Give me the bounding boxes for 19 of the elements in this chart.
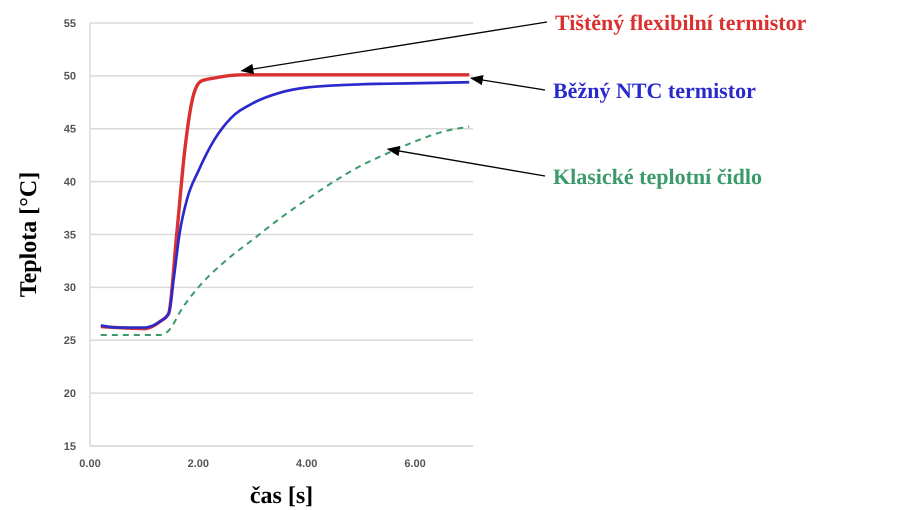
text: Běžný NTC termistor	[553, 78, 756, 103]
text: Tištěný flexibilní termistor	[555, 10, 807, 35]
y-tick-label: 40	[64, 176, 76, 188]
line-series	[100, 126, 470, 336]
x-axis-title: čas [s]	[250, 483, 314, 509]
y-tick-label: 55	[64, 18, 76, 30]
y-tick-label: 20	[64, 388, 76, 400]
x-tick-label: 4.00	[296, 458, 318, 470]
y-tick-label: 35	[64, 229, 76, 242]
y-tick-label: 50	[64, 70, 76, 83]
y-tick-label: 45	[64, 124, 76, 136]
y-axis-title: Teplota [°C]	[16, 172, 42, 298]
x-tick-label: 2.00	[188, 458, 210, 470]
y-tick-label: 15	[64, 440, 76, 453]
text: Klasické teplotní čidlo	[553, 164, 762, 189]
y-tick-label: 25	[64, 335, 76, 348]
x-tick-label: 0.00	[79, 458, 101, 470]
y-tick-label: 30	[64, 282, 76, 294]
x-tick-label: 6.00	[404, 458, 426, 470]
